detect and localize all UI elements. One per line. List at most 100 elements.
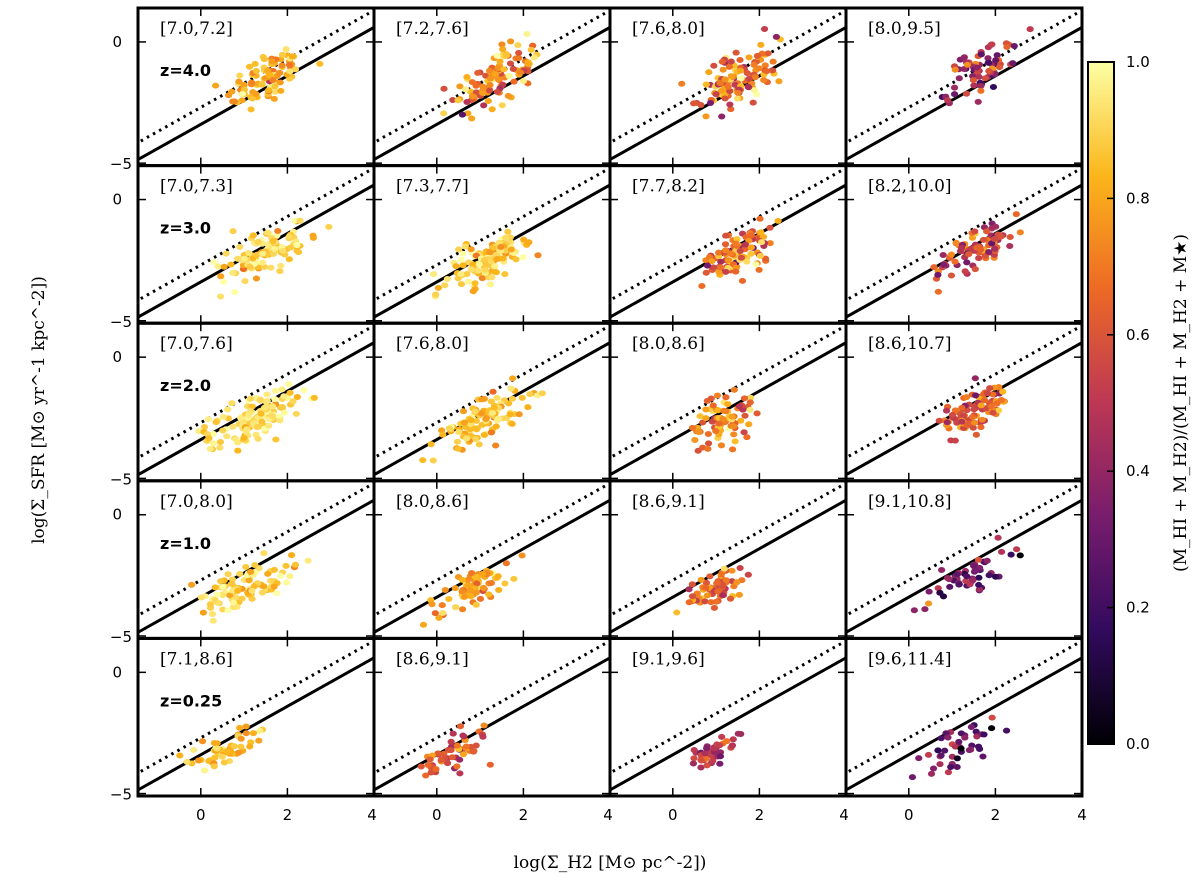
- data-point: [434, 750, 442, 757]
- data-point: [689, 760, 698, 767]
- data-point: [743, 70, 751, 77]
- data-point: [747, 244, 755, 251]
- y-axis-label: log(Σ_SFR [M⊙ yr^-1 kpc^-2]): [29, 276, 49, 544]
- data-point: [530, 54, 538, 61]
- dotted-reference-line: [610, 323, 846, 460]
- data-point: [249, 232, 257, 239]
- panel-plot-area: [610, 8, 846, 162]
- data-point: [263, 391, 271, 398]
- data-point: [732, 240, 740, 247]
- panel-r4-c4: [9.1,10.8]: [844, 479, 1084, 640]
- data-point: [280, 409, 289, 416]
- data-point: [465, 582, 473, 589]
- data-point: [927, 770, 936, 777]
- mass-bin-label: [9.1,10.8]: [868, 492, 952, 512]
- data-point: [766, 224, 774, 231]
- data-point: [494, 573, 502, 580]
- data-point: [213, 591, 221, 598]
- y-tick-label: −5: [110, 786, 132, 804]
- data-point: [454, 445, 462, 452]
- data-point: [983, 557, 991, 564]
- data-point: [245, 63, 254, 70]
- data-point: [274, 227, 282, 234]
- data-point: [249, 255, 257, 262]
- data-point: [200, 424, 209, 431]
- data-point: [756, 252, 765, 259]
- data-point: [958, 404, 966, 411]
- data-point: [510, 78, 518, 85]
- data-point: [934, 288, 942, 295]
- data-point: [718, 113, 726, 120]
- data-point: [720, 407, 728, 414]
- data-point: [952, 239, 960, 246]
- data-point: [760, 26, 769, 33]
- data-point: [716, 80, 724, 87]
- data-point: [703, 262, 712, 269]
- data-point: [937, 735, 945, 742]
- data-point: [736, 564, 744, 571]
- data-point: [428, 601, 436, 608]
- data-point: [975, 586, 983, 593]
- data-point: [463, 270, 471, 277]
- mass-bin-label: [8.6,9.1]: [396, 649, 469, 669]
- data-point: [713, 392, 722, 399]
- x-tick-label: 2: [755, 806, 765, 824]
- data-point: [494, 65, 502, 72]
- data-point: [453, 763, 461, 770]
- data-point: [697, 101, 705, 108]
- solid-reference-line: [846, 656, 1082, 792]
- data-point: [697, 764, 705, 771]
- data-point: [253, 251, 261, 258]
- data-point: [285, 61, 294, 68]
- data-point: [718, 733, 726, 740]
- data-point: [484, 98, 492, 105]
- data-point: [486, 281, 494, 288]
- data-point: [276, 268, 284, 275]
- data-point: [969, 77, 978, 84]
- data-point: [908, 774, 917, 781]
- data-point: [270, 245, 279, 252]
- data-point: [947, 251, 956, 258]
- data-point: [499, 255, 507, 262]
- data-point: [229, 599, 238, 606]
- data-point: [210, 259, 218, 266]
- data-point: [997, 548, 1006, 555]
- data-point: [217, 578, 225, 585]
- data-point: [944, 734, 952, 741]
- data-point: [737, 417, 745, 424]
- data-point: [201, 767, 209, 774]
- data-point: [471, 280, 479, 287]
- solid-reference-line: [138, 656, 374, 792]
- data-point: [769, 58, 777, 65]
- data-point: [722, 577, 730, 584]
- panel-plot-area: [610, 481, 846, 635]
- data-point: [714, 588, 722, 595]
- data-point: [980, 397, 989, 404]
- dotted-reference-line: [846, 166, 1082, 302]
- data-point: [990, 235, 998, 242]
- data-point: [481, 266, 489, 273]
- data-point: [268, 58, 276, 65]
- panel-r2-c4: [8.2,10.0]: [844, 164, 1084, 325]
- data-point: [235, 749, 243, 756]
- panel-plot-area: [610, 323, 846, 477]
- data-point: [220, 759, 228, 766]
- data-point: [488, 244, 497, 251]
- data-point: [730, 423, 738, 430]
- data-point: [478, 396, 486, 403]
- data-point: [247, 106, 255, 113]
- data-point: [229, 269, 237, 276]
- colorbar-gradient: [1087, 61, 1115, 745]
- panel-r2-c1: [7.0,7.3] z=3.0 0 −5: [110, 164, 376, 331]
- data-point: [206, 445, 214, 452]
- data-point: [248, 403, 256, 410]
- data-point: [510, 575, 518, 582]
- colorbar-tick-label: 0.8: [1126, 189, 1150, 207]
- data-point: [478, 275, 486, 282]
- data-point: [502, 560, 511, 567]
- data-point: [194, 757, 203, 764]
- data-point: [222, 250, 230, 257]
- data-point: [242, 730, 250, 737]
- data-point: [985, 572, 993, 579]
- data-point: [216, 439, 225, 446]
